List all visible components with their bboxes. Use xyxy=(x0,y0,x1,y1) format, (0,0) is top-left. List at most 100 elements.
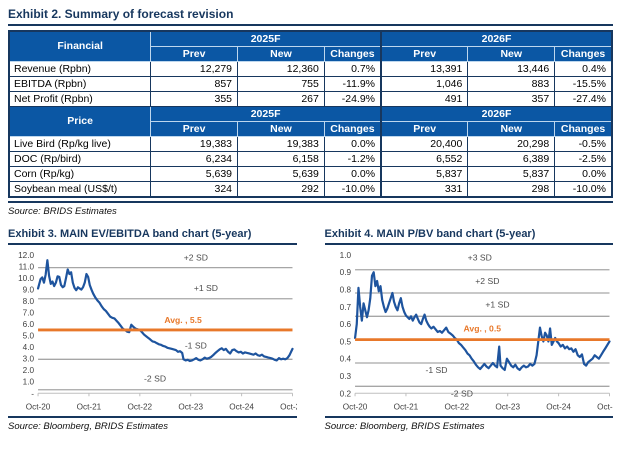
forecast-revision-table: Financial 2025F 2026F Prev New Changes P… xyxy=(8,30,613,198)
table-row-ebitda: EBITDA (Rpbn) 857 755 -11.9% 1,046 883 -… xyxy=(8,76,613,92)
svg-text:11.0: 11.0 xyxy=(19,263,35,272)
col-prev-header: Prev xyxy=(380,121,469,137)
row-label: DOC (Rp/bird) xyxy=(8,151,152,167)
svg-text:12.0: 12.0 xyxy=(18,251,34,260)
exhibit4-source: Source: Bloomberg, BRIDS Estimates xyxy=(324,421,485,433)
svg-text:+2 SD: +2 SD xyxy=(475,276,499,286)
table-cell: 5,837 xyxy=(467,166,556,182)
year-2025f-header: 2025F xyxy=(150,106,382,122)
table-cell: 491 xyxy=(380,91,469,107)
table-cell: 20,298 xyxy=(467,136,556,152)
financial-year-header-row: Financial 2025F 2026F xyxy=(8,30,613,62)
svg-text:+2 SD: +2 SD xyxy=(184,253,208,263)
col-prev-header: Prev xyxy=(150,46,239,62)
svg-text:2.0: 2.0 xyxy=(23,366,35,375)
svg-text:Oct-22: Oct-22 xyxy=(128,402,153,411)
table-cell: 13,446 xyxy=(467,61,556,77)
table-cell: -0.5% xyxy=(554,136,613,152)
table-row-doc: DOC (Rp/bird) 6,234 6,158 -1.2% 6,552 6,… xyxy=(8,151,613,167)
table-cell: 6,158 xyxy=(237,151,325,167)
svg-text:+3 SD: +3 SD xyxy=(467,253,491,263)
table-cell: 12,279 xyxy=(150,61,239,77)
financial-subheader-row: Prev New Changes Prev New Changes xyxy=(9,46,613,62)
table-cell: 355 xyxy=(150,91,239,107)
table-cell: 357 xyxy=(467,91,556,107)
svg-text:-2 SD: -2 SD xyxy=(144,374,166,384)
exhibit2-title: Exhibit 2. Summary of forecast revision xyxy=(8,7,234,21)
financial-header-cell: Financial xyxy=(8,30,152,62)
table-row-net-profit: Net Profit (Rpbn) 355 267 -24.9% 491 357… xyxy=(8,91,613,107)
col-new-header: New xyxy=(237,46,325,62)
col-changes-header: Changes xyxy=(323,46,382,62)
svg-text:+1 SD: +1 SD xyxy=(194,283,218,293)
exhibit2-bottom-rule xyxy=(8,201,613,203)
exhibit2-source: Source: BRIDS Estimates xyxy=(8,206,117,217)
table-cell: 267 xyxy=(237,91,325,107)
table-cell: -2.5% xyxy=(554,151,613,167)
table-cell: 0.7% xyxy=(323,61,382,77)
table-cell: 324 xyxy=(150,181,239,198)
row-label: Net Profit (Rpbn) xyxy=(8,91,152,107)
svg-text:0.4: 0.4 xyxy=(339,355,351,364)
svg-text:-1 SD: -1 SD xyxy=(185,340,207,350)
table-cell: 331 xyxy=(380,181,469,198)
svg-text:0.8: 0.8 xyxy=(339,286,351,295)
svg-text:6.0: 6.0 xyxy=(23,320,35,329)
svg-text:0.9: 0.9 xyxy=(339,268,351,277)
report-page: Exhibit 2. Summary of forecast revision … xyxy=(8,7,613,433)
svg-text:Oct-20: Oct-20 xyxy=(26,402,51,411)
svg-text:Oct-23: Oct-23 xyxy=(178,402,203,411)
table-cell: -10.0% xyxy=(323,181,382,198)
table-cell: -27.4% xyxy=(554,91,613,107)
svg-text:3.0: 3.0 xyxy=(23,355,35,364)
row-label: Revenue (Rpbn) xyxy=(8,61,152,77)
table-cell: -10.0% xyxy=(554,181,613,198)
exhibit4-bottom-rule xyxy=(324,416,613,419)
col-prev-header: Prev xyxy=(150,121,239,137)
exhibit3-title: Exhibit 3. MAIN EV/EBITDA band chart (5-… xyxy=(8,228,252,240)
table-cell: 292 xyxy=(237,181,325,198)
table-cell: 6,552 xyxy=(380,151,469,167)
svg-text:0.3: 0.3 xyxy=(339,372,351,381)
year-2026f-header: 2026F xyxy=(380,106,613,122)
table-cell: 0.0% xyxy=(323,136,382,152)
table-cell: 0.0% xyxy=(323,166,382,182)
exhibit2-section: Exhibit 2. Summary of forecast revision … xyxy=(8,7,613,217)
row-label: Soybean meal (US$/t) xyxy=(8,181,152,198)
svg-text:Avg. , 0.5: Avg. , 0.5 xyxy=(463,324,501,334)
exhibit3-bottom-rule xyxy=(8,416,297,419)
col-changes-header: Changes xyxy=(554,121,613,137)
table-cell: 1,046 xyxy=(380,76,469,92)
svg-text:Oct-21: Oct-21 xyxy=(77,402,102,411)
svg-text:1.0: 1.0 xyxy=(23,378,35,387)
table-cell: 5,837 xyxy=(380,166,469,182)
col-new-header: New xyxy=(467,46,556,62)
svg-text:Oct-24: Oct-24 xyxy=(229,402,254,411)
exhibit4-title: Exhibit 4. MAIN P/BV band chart (5-year) xyxy=(324,228,536,240)
svg-text:-: - xyxy=(31,389,34,398)
table-cell: 19,383 xyxy=(150,136,239,152)
table-cell: 5,639 xyxy=(150,166,239,182)
svg-text:9.0: 9.0 xyxy=(23,286,35,295)
table-cell: 6,389 xyxy=(467,151,556,167)
svg-text:5.0: 5.0 xyxy=(23,332,35,341)
table-cell: 0.0% xyxy=(554,166,613,182)
table-cell: 19,383 xyxy=(237,136,325,152)
svg-text:-1 SD: -1 SD xyxy=(425,365,447,375)
table-row-soybean-meal: Soybean meal (US$/t) 324 292 -10.0% 331 … xyxy=(8,181,613,198)
table-cell: -11.9% xyxy=(323,76,382,92)
table-cell: 20,400 xyxy=(380,136,469,152)
table-cell: -15.5% xyxy=(554,76,613,92)
svg-text:1.0: 1.0 xyxy=(339,251,351,260)
exhibit2-title-rule xyxy=(8,24,613,26)
svg-text:Oct-22: Oct-22 xyxy=(444,402,469,411)
col-new-header: New xyxy=(467,121,556,137)
exhibit4-section: Exhibit 4. MAIN P/BV band chart (5-year)… xyxy=(324,228,613,433)
table-row-live-bird: Live Bird (Rp/kg live) 19,383 19,383 0.0… xyxy=(8,136,613,152)
table-cell: 6,234 xyxy=(150,151,239,167)
svg-text:Avg. , 5.5: Avg. , 5.5 xyxy=(164,315,202,325)
ev-ebitda-band-chart: Oct-20 Oct-21 Oct-22 Oct-23 Oct-24 Oct-25 12.0… xyxy=(18,251,296,411)
svg-text:7.0: 7.0 xyxy=(23,309,35,318)
price-header-cell: Price xyxy=(8,106,152,137)
price-year-header-row: Price 2025F 2026F xyxy=(8,106,613,137)
